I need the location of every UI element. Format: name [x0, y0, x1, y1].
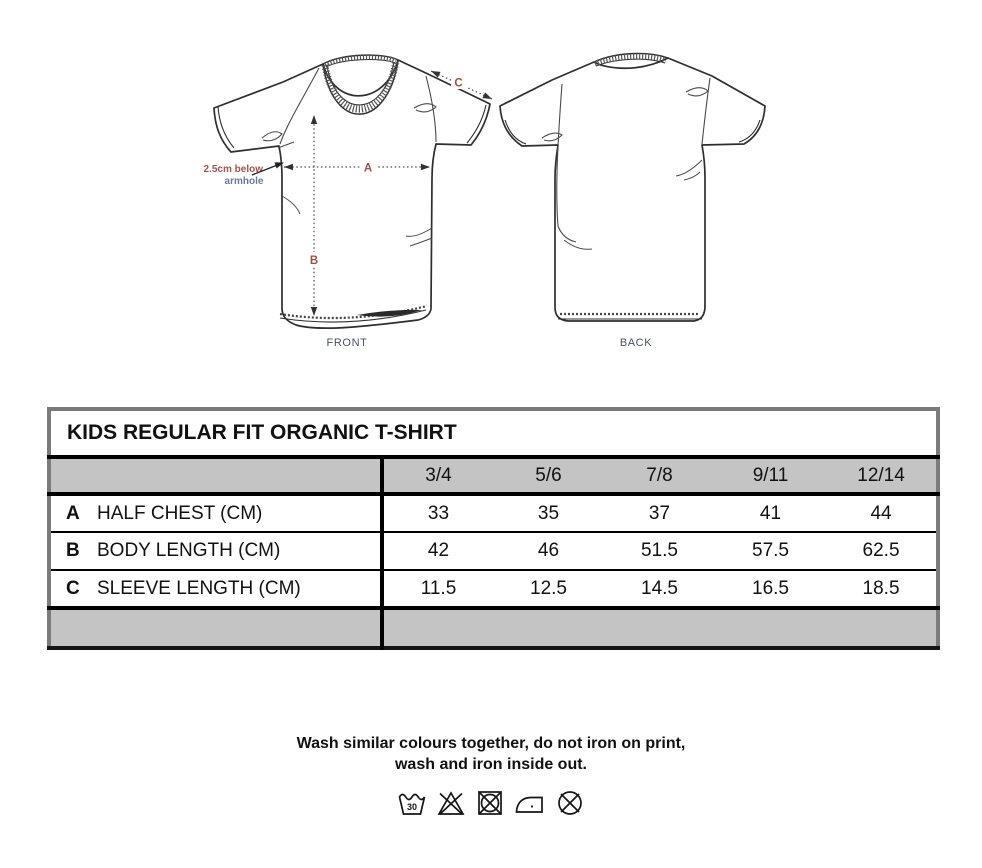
size-header-row: 3/4 5/6 7/8 9/11 12/14	[49, 457, 939, 496]
measurement-value: 62.5	[826, 532, 939, 571]
measurement-value: 11.5	[382, 570, 493, 610]
tshirt-back-illustration	[499, 52, 766, 322]
measurement-value: 42	[382, 532, 493, 571]
measurement-label-cell: A HALF CHEST (CM)	[49, 494, 384, 533]
table-footer-row	[49, 608, 939, 648]
table-row-half-chest: A HALF CHEST (CM) 33 35 37 41 44	[49, 494, 939, 533]
machine-wash-30-icon: 30	[398, 793, 426, 815]
iron-low-temperature-icon	[515, 796, 543, 813]
size-column-header: 5/6	[493, 457, 604, 496]
size-column-header: 12/14	[826, 457, 939, 496]
measurement-value: 46	[493, 532, 604, 571]
svg-text:30: 30	[407, 802, 417, 812]
care-text-line1: Wash similar colours together, do not ir…	[296, 735, 686, 752]
measurement-label-cell: C SLEEVE LENGTH (CM)	[49, 570, 384, 610]
footer-empty-cell	[382, 608, 939, 648]
measurement-key: A	[66, 502, 80, 524]
measure-b-label: B	[310, 255, 318, 267]
measurement-label: SLEEVE LENGTH (CM)	[97, 577, 301, 599]
tshirt-front-illustration: A B C 2.5cm below armhole	[204, 54, 493, 329]
measurement-value: 12.5	[493, 570, 604, 610]
measurement-value: 16.5	[715, 570, 826, 610]
measurement-key: C	[66, 577, 80, 599]
do-not-dry-clean-icon	[558, 791, 582, 815]
do-not-bleach-icon	[437, 791, 465, 816]
size-chart-table: KIDS REGULAR FIT ORGANIC T-SHIRT 3/4 5/6…	[47, 407, 941, 650]
size-chart-title: KIDS REGULAR FIT ORGANIC T-SHIRT	[49, 409, 939, 459]
size-column-header: 7/8	[604, 457, 715, 496]
measurement-value: 44	[826, 494, 939, 533]
do-not-tumble-dry-icon	[478, 791, 502, 815]
size-header-empty-cell	[49, 457, 384, 496]
measurement-value: 33	[382, 494, 493, 533]
measurement-value: 18.5	[826, 570, 939, 610]
size-column-header: 3/4	[382, 457, 493, 496]
table-row-sleeve-length: C SLEEVE LENGTH (CM) 11.5 12.5 14.5 16.5 …	[49, 570, 939, 610]
measurement-value: 37	[604, 494, 715, 533]
measure-c-label: C	[454, 78, 462, 90]
front-caption: FRONT	[326, 337, 368, 349]
measurement-value: 57.5	[715, 532, 826, 571]
back-caption: BACK	[619, 337, 653, 349]
measurement-value: 51.5	[604, 532, 715, 571]
measure-a-label: A	[364, 163, 372, 175]
measurement-label-cell: B BODY LENGTH (CM)	[49, 532, 384, 571]
care-symbols-row: 30	[0, 788, 982, 818]
measurement-value: 35	[493, 494, 604, 533]
measurement-value: 14.5	[604, 570, 715, 610]
care-instructions: Wash similar colours together, do not ir…	[0, 733, 982, 818]
armhole-note-line1: 2.5cm below	[204, 164, 264, 175]
care-text-line2: wash and iron inside out.	[394, 756, 587, 773]
size-column-header: 9/11	[715, 457, 826, 496]
measurement-label: HALF CHEST (CM)	[97, 502, 263, 524]
footer-empty-cell	[49, 608, 384, 648]
measurement-value: 41	[715, 494, 826, 533]
armhole-note-line2: armhole	[225, 176, 264, 187]
measurement-key: B	[66, 540, 80, 561]
table-row-body-length: B BODY LENGTH (CM) 42 46 51.5 57.5 62.5	[49, 532, 939, 571]
measurement-label: BODY LENGTH (CM)	[97, 540, 281, 561]
